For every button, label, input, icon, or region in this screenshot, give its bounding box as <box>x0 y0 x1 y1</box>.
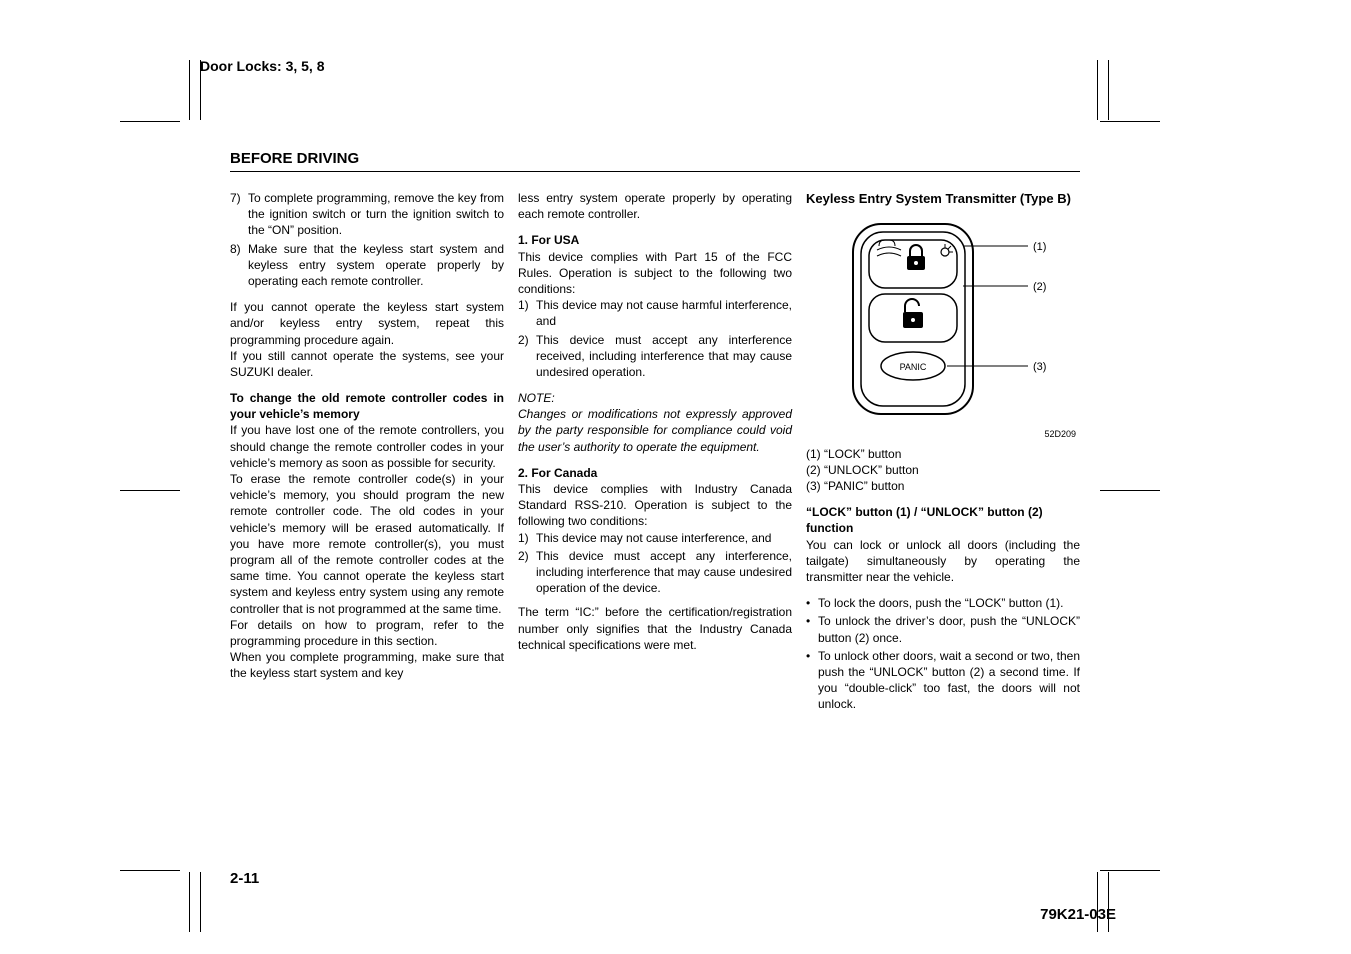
list-item: •To lock the doors, push the “LOCK” butt… <box>806 595 1080 611</box>
paragraph: For details on how to program, refer to … <box>230 617 504 649</box>
fig-label-2: (2) <box>1033 281 1046 293</box>
item-number: 2) <box>518 548 536 597</box>
col3-title: Keyless Entry System Transmitter (Type B… <box>806 190 1080 208</box>
crop-mark <box>200 872 201 932</box>
item-text: Make sure that the keyless start system … <box>248 241 504 290</box>
figure-code: 52D209 <box>806 428 1080 440</box>
item-text: This device must accept any interference… <box>536 548 792 597</box>
sub-heading: “LOCK” button (1) / “UNLOCK” button (2) … <box>806 504 1080 536</box>
crop-mark <box>1097 872 1098 932</box>
crop-mark <box>189 60 190 120</box>
item-text: To unlock other doors, wait a second or … <box>818 648 1080 713</box>
item-text: To unlock the driver’s door, push the “U… <box>818 613 1080 645</box>
item-text: This device must accept any interference… <box>536 332 792 381</box>
page-content: BEFORE DRIVING 7) To complete programmin… <box>230 150 1080 850</box>
legend-item: (1) “LOCK” button <box>806 446 1080 462</box>
paragraph: When you complete programming, make sure… <box>230 649 504 681</box>
crop-mark <box>120 121 180 122</box>
item-number: 1) <box>518 530 536 546</box>
crop-mark <box>120 490 180 491</box>
list-item: 7) To complete programming, remove the k… <box>230 190 504 239</box>
paragraph: This device complies with Industry Canad… <box>518 481 792 530</box>
bullet-list: •To lock the doors, push the “LOCK” butt… <box>806 595 1080 712</box>
fig-label-3: (3) <box>1033 361 1046 373</box>
item-number: 2) <box>518 332 536 381</box>
sub-heading: 2. For Canada <box>518 465 792 481</box>
note-body: Changes or modifications not expressly a… <box>518 406 792 455</box>
paragraph: less entry system operate properly by op… <box>518 190 792 222</box>
list-item: 8) Make sure that the keyless start syst… <box>230 241 504 290</box>
crop-mark <box>1108 60 1109 120</box>
item-text: To lock the doors, push the “LOCK” butto… <box>818 595 1080 611</box>
paragraph: If you cannot operate the keyless start … <box>230 299 504 348</box>
header-tab: Door Locks: 3, 5, 8 <box>200 58 324 74</box>
panic-label: PANIC <box>900 362 927 372</box>
list-item: 2) This device must accept any interfere… <box>518 332 792 381</box>
crop-mark <box>1108 872 1109 932</box>
paragraph: If you still cannot operate the systems,… <box>230 348 504 380</box>
crop-mark <box>189 872 190 932</box>
transmitter-figure: PANIC (1) (2) (3) <box>813 216 1073 426</box>
crop-mark <box>1100 870 1160 871</box>
doc-code: 79K21-03E <box>1040 906 1116 923</box>
note-label: NOTE: <box>518 390 792 406</box>
item-number: 1) <box>518 297 536 329</box>
columns: 7) To complete programming, remove the k… <box>230 190 1080 715</box>
crop-mark <box>120 870 180 871</box>
bullet-icon: • <box>806 648 818 713</box>
column-3: Keyless Entry System Transmitter (Type B… <box>806 190 1080 715</box>
section-heading: BEFORE DRIVING <box>230 150 1080 172</box>
item-number: 7) <box>230 190 248 239</box>
paragraph: The term “IC:” before the certification/… <box>518 604 792 653</box>
fig-label-1: (1) <box>1033 241 1046 253</box>
list-item: 1) This device may not cause interferenc… <box>518 530 792 546</box>
column-2: less entry system operate properly by op… <box>518 190 792 715</box>
paragraph: If you have lost one of the remote contr… <box>230 422 504 471</box>
item-number: 8) <box>230 241 248 290</box>
crop-mark <box>1097 60 1098 120</box>
list-item: •To unlock other doors, wait a second or… <box>806 648 1080 713</box>
legend-item: (2) “UNLOCK” button <box>806 462 1080 478</box>
bullet-icon: • <box>806 595 818 611</box>
item-text: To complete programming, remove the key … <box>248 190 504 239</box>
list-item: 1) This device may not cause harmful int… <box>518 297 792 329</box>
item-text: This device may not cause interference, … <box>536 530 792 546</box>
crop-mark <box>1100 490 1160 491</box>
sub-heading: 1. For USA <box>518 232 792 248</box>
bullet-icon: • <box>806 613 818 645</box>
item-text: This device may not cause harmful interf… <box>536 297 792 329</box>
column-1: 7) To complete programming, remove the k… <box>230 190 504 715</box>
crop-mark <box>1100 121 1160 122</box>
paragraph: You can lock or unlock all doors (includ… <box>806 537 1080 586</box>
list-item: 2) This device must accept any interfere… <box>518 548 792 597</box>
sub-heading: To change the old remote controller code… <box>230 390 504 422</box>
paragraph: To erase the remote controller code(s) i… <box>230 471 504 617</box>
list-item: •To unlock the driver’s door, push the “… <box>806 613 1080 645</box>
page-number: 2-11 <box>230 870 259 887</box>
legend-item: (3) “PANIC” button <box>806 478 1080 494</box>
paragraph: This device complies with Part 15 of the… <box>518 249 792 298</box>
